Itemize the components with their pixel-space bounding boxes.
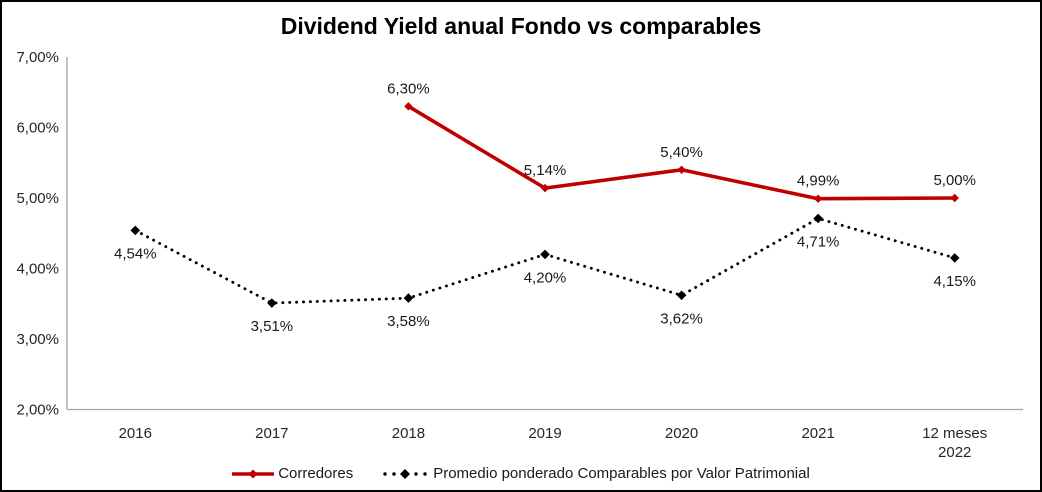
legend-item-promedio: Promedio ponderado Comparables por Valor… bbox=[381, 465, 810, 482]
legend-item-corredores: Corredores bbox=[232, 465, 353, 482]
data-point-marker bbox=[949, 253, 960, 263]
corredores-line-swatch-icon bbox=[232, 469, 275, 478]
data-label: 4,20% bbox=[524, 269, 567, 286]
x-tick-label: 2022 bbox=[938, 444, 971, 461]
x-tick-label: 2017 bbox=[255, 425, 288, 442]
data-point-marker bbox=[950, 193, 959, 203]
data-label: 5,40% bbox=[660, 144, 703, 161]
data-point-marker bbox=[130, 225, 141, 236]
data-point-marker bbox=[267, 298, 277, 308]
legend-label-promedio: Promedio ponderado Comparables por Valor… bbox=[433, 465, 810, 482]
y-tick-label: 6,00% bbox=[16, 120, 59, 137]
x-tick-label: 2020 bbox=[665, 425, 698, 442]
y-tick-label: 7,00% bbox=[16, 49, 59, 66]
data-point-marker bbox=[404, 102, 413, 111]
data-label: 4,99% bbox=[797, 173, 840, 190]
chart-legend: Corredores Promedio ponderado Comparable… bbox=[0, 465, 1042, 482]
x-tick-label: 2018 bbox=[392, 425, 425, 442]
data-point-marker bbox=[540, 183, 550, 193]
chart-title: Dividend Yield anual Fondo vs comparable… bbox=[280, 13, 762, 39]
data-label: 3,62% bbox=[660, 310, 703, 327]
data-label: 4,71% bbox=[797, 233, 840, 250]
x-tick-label: 2016 bbox=[119, 425, 152, 442]
y-tick-label: 2,00% bbox=[16, 402, 59, 419]
data-label: 4,15% bbox=[933, 273, 976, 290]
promedio-dotted-swatch-icon bbox=[383, 468, 427, 479]
y-tick-label: 5,00% bbox=[16, 190, 59, 207]
data-point-marker bbox=[677, 165, 686, 174]
data-point-marker bbox=[540, 249, 550, 260]
data-point-marker bbox=[813, 213, 823, 224]
data-point-marker bbox=[813, 194, 823, 203]
y-tick-label: 3,00% bbox=[16, 331, 59, 348]
x-tick-label: 12 meses bbox=[922, 425, 987, 442]
series-line-promedio bbox=[133, 216, 957, 305]
x-tick-label: 2021 bbox=[801, 425, 834, 442]
data-label: 5,00% bbox=[933, 172, 976, 189]
data-label: 3,58% bbox=[387, 313, 430, 330]
data-point-marker bbox=[676, 290, 687, 301]
data-label: 3,51% bbox=[251, 318, 294, 335]
data-label: 5,14% bbox=[524, 162, 567, 179]
legend-label-corredores: Corredores bbox=[278, 465, 354, 482]
data-label: 4,54% bbox=[114, 245, 157, 262]
x-tick-label: 2019 bbox=[528, 425, 561, 442]
y-tick-label: 4,00% bbox=[16, 261, 59, 278]
data-point-marker bbox=[403, 293, 414, 303]
data-label: 6,30% bbox=[387, 80, 430, 97]
